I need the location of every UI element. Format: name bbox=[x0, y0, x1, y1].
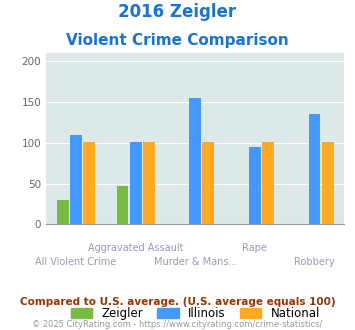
Bar bbox=[322, 142, 334, 224]
Bar bbox=[57, 200, 69, 224]
Text: Murder & Mans...: Murder & Mans... bbox=[153, 257, 237, 267]
Text: All Violent Crime: All Violent Crime bbox=[36, 257, 116, 267]
Bar bbox=[189, 98, 201, 224]
Bar bbox=[130, 142, 142, 224]
Bar bbox=[116, 186, 129, 224]
Text: Compared to U.S. average. (U.S. average equals 100): Compared to U.S. average. (U.S. average … bbox=[20, 297, 335, 307]
Bar bbox=[262, 142, 274, 224]
Bar bbox=[249, 147, 261, 224]
Bar bbox=[143, 142, 155, 224]
Bar bbox=[202, 142, 214, 224]
Text: Robbery: Robbery bbox=[294, 257, 335, 267]
Text: © 2025 CityRating.com - https://www.cityrating.com/crime-statistics/: © 2025 CityRating.com - https://www.city… bbox=[32, 320, 323, 329]
Text: Aggravated Assault: Aggravated Assault bbox=[88, 243, 184, 252]
Bar bbox=[308, 114, 321, 224]
Bar bbox=[70, 135, 82, 224]
Text: 2016 Zeigler: 2016 Zeigler bbox=[119, 3, 236, 21]
Bar bbox=[83, 142, 95, 224]
Text: Rape: Rape bbox=[242, 243, 267, 252]
Text: Violent Crime Comparison: Violent Crime Comparison bbox=[66, 33, 289, 48]
Legend: Zeigler, Illinois, National: Zeigler, Illinois, National bbox=[66, 302, 324, 325]
